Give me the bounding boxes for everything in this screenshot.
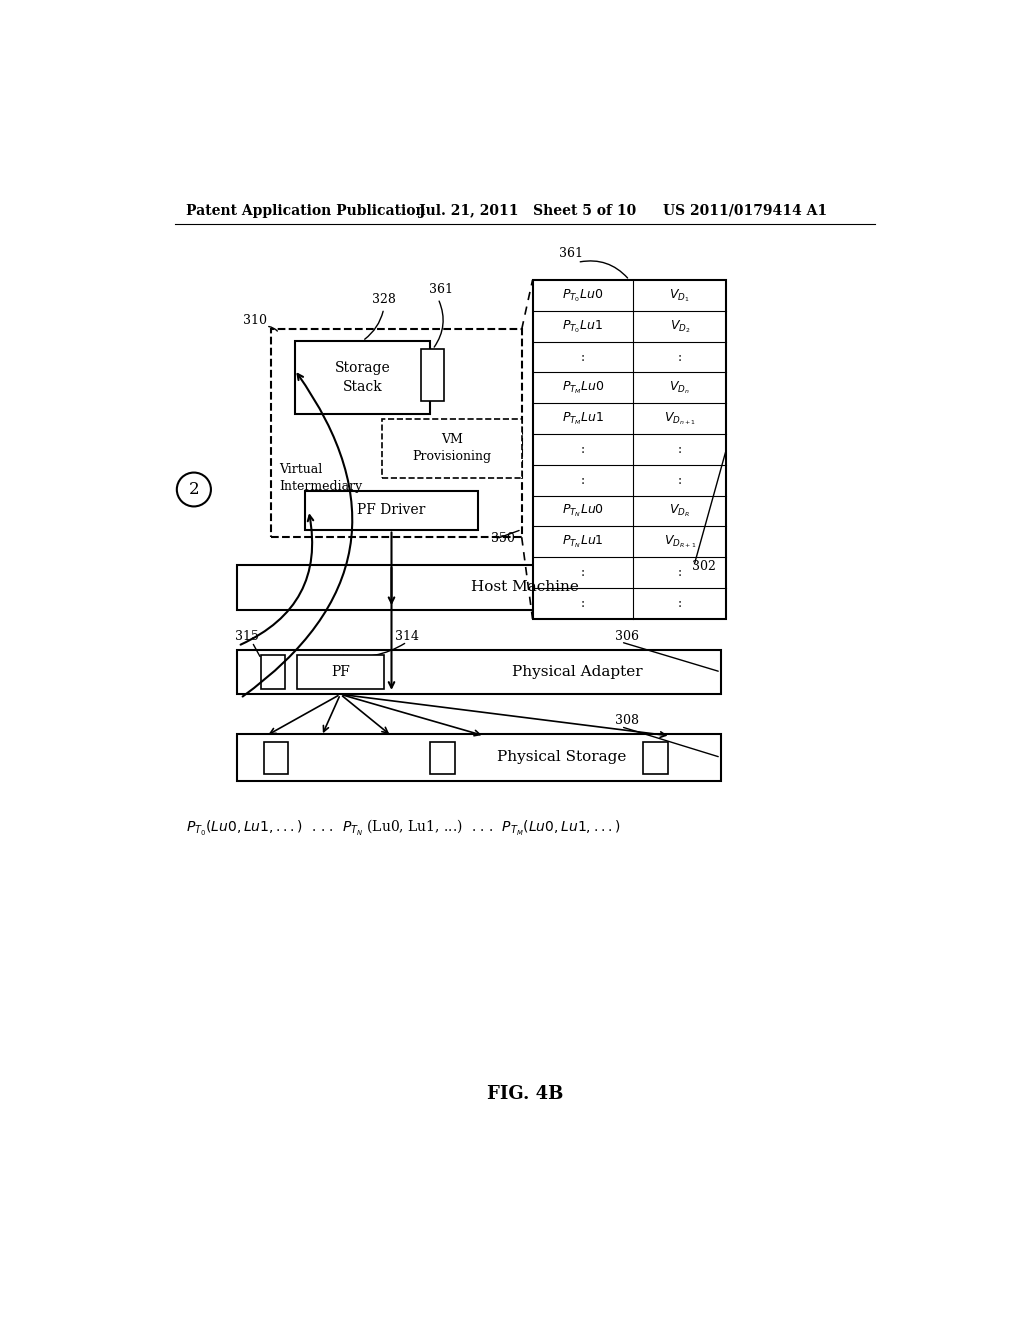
Bar xyxy=(261,655,285,689)
Text: 2: 2 xyxy=(188,480,200,498)
Text: 314: 314 xyxy=(395,630,420,643)
Text: :: : xyxy=(581,444,585,455)
Text: Patent Application Publication: Patent Application Publication xyxy=(186,203,426,218)
Bar xyxy=(297,655,384,689)
Text: 315: 315 xyxy=(234,630,259,643)
Bar xyxy=(263,742,289,775)
Text: Jul. 21, 2011   Sheet 5 of 10: Jul. 21, 2011 Sheet 5 of 10 xyxy=(419,203,636,218)
Text: :: : xyxy=(678,597,682,610)
Text: FIG. 4B: FIG. 4B xyxy=(486,1085,563,1104)
Bar xyxy=(532,280,726,619)
Text: $V_{D_{R+1}}$: $V_{D_{R+1}}$ xyxy=(664,533,696,550)
Bar xyxy=(421,350,444,401)
Text: $V_{D_2}$: $V_{D_2}$ xyxy=(670,318,690,334)
Bar xyxy=(643,742,669,775)
Text: :: : xyxy=(581,597,585,610)
Text: :: : xyxy=(678,474,682,487)
Text: PF Driver: PF Driver xyxy=(357,503,426,517)
Bar xyxy=(237,649,721,694)
Bar xyxy=(271,330,521,537)
Text: :: : xyxy=(581,566,585,579)
Text: $V_{D_1}$: $V_{D_1}$ xyxy=(670,288,690,304)
Text: :: : xyxy=(581,351,585,363)
Text: VM
Provisioning: VM Provisioning xyxy=(413,433,492,463)
Text: Virtual
Intermediary: Virtual Intermediary xyxy=(280,463,362,492)
Text: $P_{T_M}Lu1$: $P_{T_M}Lu1$ xyxy=(562,411,604,426)
Text: $P_{T_0}Lu0$: $P_{T_0}Lu0$ xyxy=(562,288,603,304)
Text: 310: 310 xyxy=(243,314,266,327)
Text: 361: 361 xyxy=(559,247,583,260)
Text: $P_{T_M}Lu0$: $P_{T_M}Lu0$ xyxy=(561,380,604,396)
Text: $P_{T_N}Lu1$: $P_{T_N}Lu1$ xyxy=(562,533,604,550)
Text: $P_{T_N}Lu0$: $P_{T_N}Lu0$ xyxy=(562,503,604,519)
Text: $P_{T_0}Lu1$: $P_{T_0}Lu1$ xyxy=(562,318,603,334)
Bar xyxy=(430,742,455,775)
Bar xyxy=(237,734,721,780)
Text: PF: PF xyxy=(331,665,350,678)
Text: Physical Adapter: Physical Adapter xyxy=(512,665,643,678)
Text: Physical Storage: Physical Storage xyxy=(498,751,627,764)
Text: US 2011/0179414 A1: US 2011/0179414 A1 xyxy=(663,203,826,218)
Bar xyxy=(382,418,521,478)
Bar xyxy=(305,491,478,529)
Text: $V_{D_R}$: $V_{D_R}$ xyxy=(670,503,690,519)
Text: 350: 350 xyxy=(490,532,515,545)
Bar xyxy=(237,565,721,610)
Text: Host Machine: Host Machine xyxy=(471,581,580,594)
Bar xyxy=(295,341,430,414)
Text: 328: 328 xyxy=(372,293,396,306)
Text: :: : xyxy=(581,474,585,487)
Text: $V_{D_n}$: $V_{D_n}$ xyxy=(670,380,690,396)
Text: 306: 306 xyxy=(614,630,639,643)
Text: :: : xyxy=(678,444,682,455)
Text: :: : xyxy=(678,566,682,579)
Text: Storage
Stack: Storage Stack xyxy=(335,362,390,393)
Text: $V_{D_{n+1}}$: $V_{D_{n+1}}$ xyxy=(664,411,695,426)
Text: 361: 361 xyxy=(429,284,453,296)
Text: 308: 308 xyxy=(614,714,639,727)
Text: $P_{T_0}(Lu0, Lu1, ...)$  . . .  $P_{T_N}$ (Lu0, Lu1, ...)  . . .  $P_{T_M}(Lu0,: $P_{T_0}(Lu0, Lu1, ...)$ . . . $P_{T_N}$… xyxy=(186,818,621,838)
Text: :: : xyxy=(678,351,682,363)
Text: 302: 302 xyxy=(692,561,716,573)
